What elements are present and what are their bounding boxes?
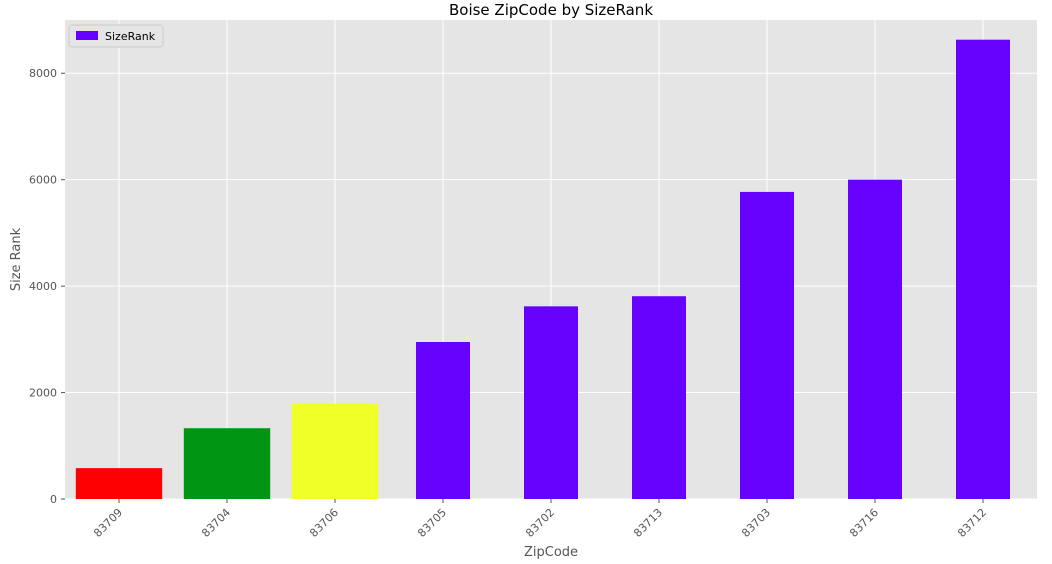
x-axis-title: ZipCode bbox=[524, 545, 578, 560]
y-tick-label: 8000 bbox=[29, 67, 57, 80]
y-tick-label: 0 bbox=[50, 493, 57, 506]
x-tick-label: 83703 bbox=[739, 506, 773, 540]
x-tick-label: 83702 bbox=[523, 506, 557, 540]
bar-83705 bbox=[416, 341, 470, 499]
y-tick-label: 6000 bbox=[29, 174, 57, 187]
y-axis-ticks: 0 2000 4000 6000 8000 bbox=[29, 67, 65, 506]
bar-83706 bbox=[291, 403, 379, 499]
x-tick-label: 83705 bbox=[415, 506, 449, 540]
x-tick-label: 83704 bbox=[199, 506, 233, 540]
chart-title: Boise ZipCode by SizeRank bbox=[449, 1, 653, 19]
legend-box bbox=[68, 24, 164, 48]
legend: SizeRank bbox=[68, 24, 164, 48]
bars bbox=[75, 39, 1010, 499]
x-axis-ticks: 83709 83704 83706 83705 83702 83713 83703 83716… bbox=[91, 499, 989, 540]
bar-83716 bbox=[848, 179, 902, 499]
y-tick-label: 2000 bbox=[29, 387, 57, 400]
x-tick-label: 83712 bbox=[955, 506, 989, 540]
bar-83703 bbox=[740, 191, 794, 499]
legend-label: SizeRank bbox=[105, 30, 156, 43]
x-tick-label: 83713 bbox=[631, 506, 665, 540]
bar-83704 bbox=[183, 428, 271, 499]
x-tick-label: 83716 bbox=[847, 506, 881, 540]
legend-swatch bbox=[76, 31, 98, 40]
bar-83712 bbox=[956, 39, 1010, 499]
x-tick-label: 83709 bbox=[91, 506, 125, 540]
y-axis-title: Size Rank bbox=[9, 227, 24, 291]
bar-83709 bbox=[75, 468, 163, 499]
y-tick-label: 4000 bbox=[29, 280, 57, 293]
x-tick-label: 83706 bbox=[307, 506, 341, 540]
bar-83702 bbox=[524, 306, 578, 499]
bar-83713 bbox=[632, 296, 686, 499]
